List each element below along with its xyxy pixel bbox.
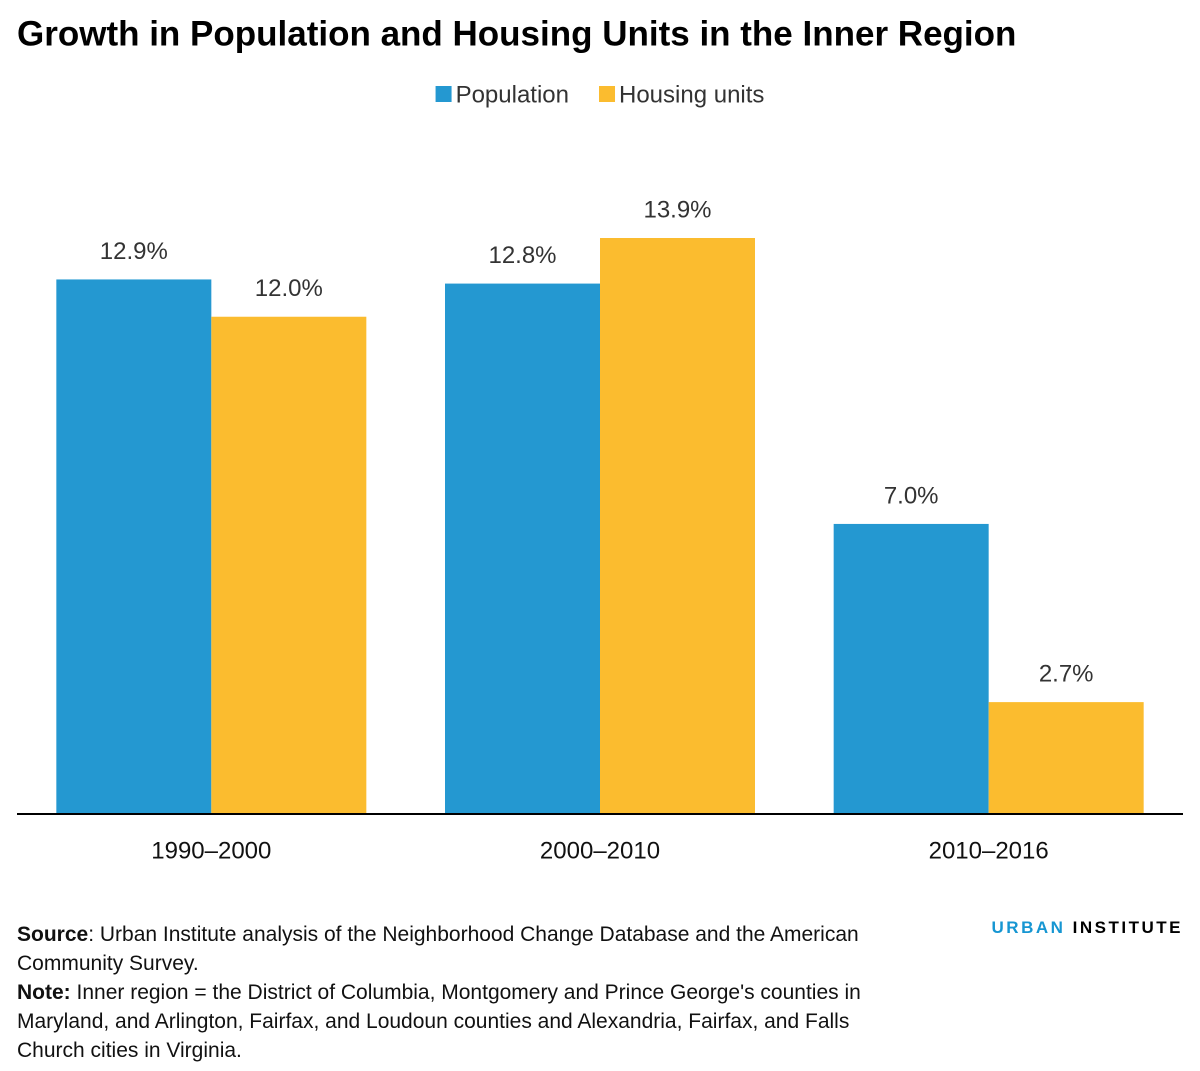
chart: Growth in Population and Housing Units i… — [17, 14, 1183, 864]
value-label: 12.8% — [488, 242, 556, 269]
source: Source: Urban Institute analysis of the … — [17, 920, 897, 978]
chart-title: Growth in Population and Housing Units i… — [17, 14, 1016, 53]
bar — [445, 283, 600, 814]
note: Note: Inner region = the District of Col… — [17, 978, 897, 1065]
value-label: 12.0% — [255, 275, 323, 302]
bar — [988, 702, 1144, 814]
x-tick-label: 2000–2010 — [540, 837, 660, 864]
legend-label: Population — [456, 81, 569, 108]
x-tick-label: 1990–2000 — [151, 837, 271, 864]
bar — [211, 316, 367, 814]
legend-swatch — [435, 86, 452, 102]
bar — [833, 523, 989, 814]
note-text: Inner region = the District of Columbia,… — [17, 981, 861, 1062]
source-text: : Urban Institute analysis of the Neighb… — [17, 923, 859, 975]
logo-part: INSTITUTE — [1072, 918, 1183, 937]
note-label: Note: — [17, 981, 71, 1004]
legend-label: Housing units — [619, 81, 764, 108]
source-label: Source — [17, 923, 89, 946]
value-label: 12.9% — [100, 238, 168, 265]
value-label: 13.9% — [643, 196, 711, 223]
legend-swatch — [599, 86, 616, 102]
logo-part: URBAN — [991, 918, 1066, 937]
bar — [600, 238, 755, 814]
logo: URBAN INSTITUTE — [992, 918, 1183, 938]
value-label: 2.7% — [1039, 660, 1094, 687]
x-tick-label: 2010–2016 — [929, 837, 1049, 864]
value-label: 7.0% — [884, 482, 939, 509]
bar — [56, 279, 212, 814]
